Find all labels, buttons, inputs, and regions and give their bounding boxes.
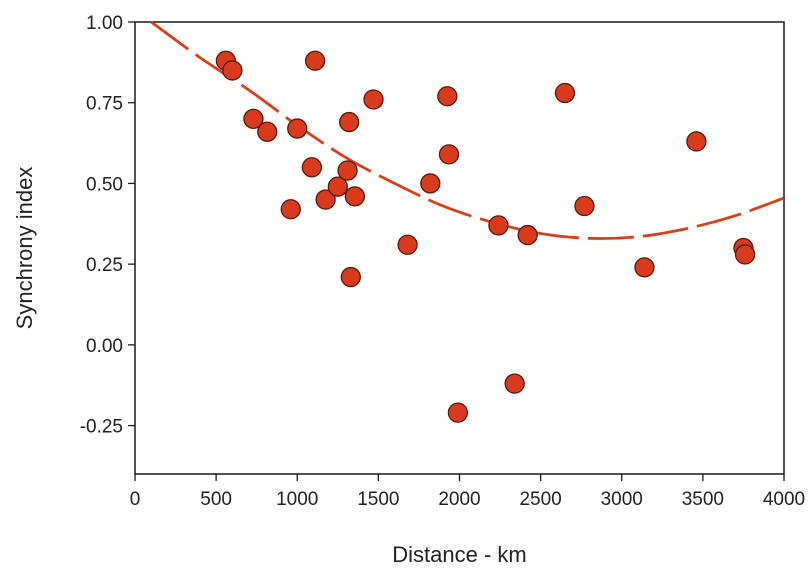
x-tick-label: 3500 — [682, 489, 724, 510]
x-tick-label: 2500 — [519, 489, 561, 510]
x-axis-label: Distance - km — [392, 542, 526, 567]
data-point — [327, 176, 348, 197]
fit-curve — [150, 22, 784, 240]
x-tick-label: 0 — [130, 489, 141, 510]
data-point — [315, 189, 336, 210]
x-tick-label: 500 — [200, 489, 232, 510]
x-tick-label: 2000 — [438, 489, 480, 510]
y-axis-label: Synchrony index — [12, 167, 37, 330]
data-point — [339, 111, 360, 133]
data-point — [634, 257, 655, 278]
x-tick-label: 4000 — [763, 489, 805, 510]
data-point — [554, 82, 576, 104]
y-tick-label: 0.75 — [86, 94, 123, 115]
data-point — [243, 108, 264, 130]
y-tick-label: 0.25 — [86, 255, 123, 276]
x-axis-ticks: 0 500 1000 1500 2000 2500 3000 3500 4000 — [130, 474, 805, 510]
data-point — [257, 121, 278, 142]
data-point — [517, 224, 538, 246]
data-point — [222, 60, 243, 81]
x-tick-label: 3000 — [601, 489, 643, 510]
data-point — [420, 173, 441, 194]
y-tick-label: -0.25 — [80, 417, 123, 438]
y-tick-label: 1.00 — [86, 13, 123, 34]
data-point — [734, 244, 756, 265]
data-point — [686, 131, 707, 152]
y-tick-label: 0.00 — [86, 336, 123, 357]
data-point — [437, 86, 458, 107]
x-tick-label: 1000 — [276, 489, 318, 510]
y-tick-label: 0.50 — [86, 174, 123, 195]
data-point — [488, 215, 509, 236]
data-points — [215, 50, 756, 423]
data-point — [287, 118, 308, 139]
data-point — [280, 199, 301, 220]
data-point — [304, 50, 326, 71]
data-point — [397, 234, 418, 255]
data-point — [363, 89, 384, 110]
x-tick-label: 1500 — [357, 489, 399, 510]
data-point — [574, 195, 595, 217]
data-point — [344, 186, 365, 207]
data-point — [438, 144, 460, 165]
data-point — [447, 402, 469, 423]
data-point — [504, 373, 525, 394]
plot-area — [150, 22, 784, 423]
data-point — [337, 160, 358, 181]
data-point — [340, 266, 361, 288]
data-point — [301, 157, 323, 178]
y-axis-ticks: 1.00 0.75 0.50 0.25 0.00 -0.25 — [80, 13, 135, 438]
